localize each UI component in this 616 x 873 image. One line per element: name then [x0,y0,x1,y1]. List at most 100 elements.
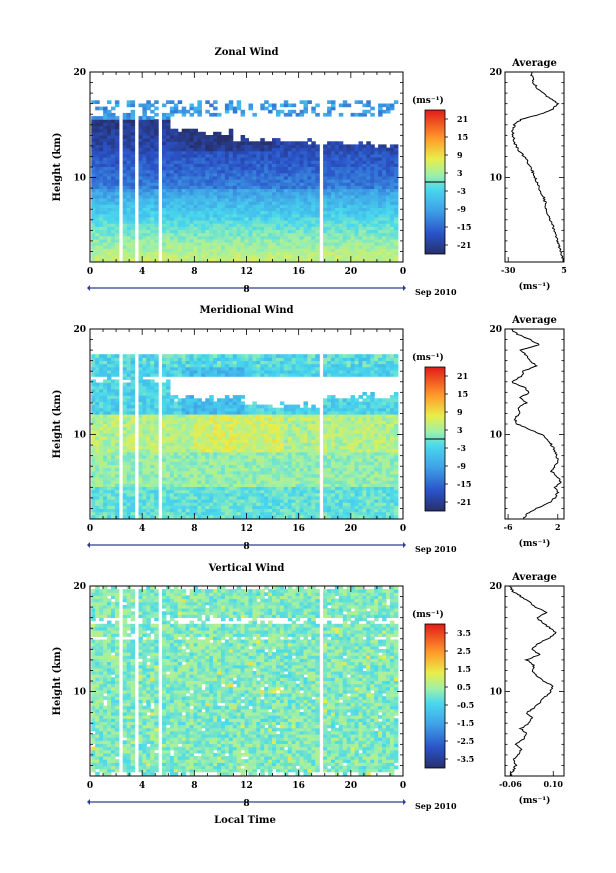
profile-line [511,72,565,263]
colorbar [424,623,446,769]
profile-x-tick-label: -6 [504,522,513,532]
x-tick-label: 4 [139,267,145,277]
x-tick-label: 0 [400,524,406,534]
colorbar-tick-label: -15 [457,479,471,489]
day-axis-right-cap [403,799,406,805]
y-tick-label: 10 [73,174,86,184]
colorbar-tick-label: -0.5 [457,700,474,710]
x-tick-label: 8 [191,781,197,791]
day-axis-right-cap [403,285,406,291]
heatmap-cells [91,354,399,519]
colorbar-tick-label: 1.5 [457,664,471,674]
colorbar-tick-label: -21 [457,497,471,507]
profile-y-tick-label: 20 [489,325,502,335]
x-tick-label: 4 [139,781,145,791]
colorbar-tick-label: -9 [457,204,466,214]
profile-frame [504,585,565,777]
colorbar-tick-label: -1.5 [457,718,474,728]
profile-x-label: (ms⁻¹) [519,795,551,806]
colorbar-tick-label: 3 [457,425,463,435]
x-tick-label: 4 [139,524,145,534]
y-tick-label: 20 [73,325,86,335]
profile-x-tick-label: -30 [501,265,516,275]
date-label: Sep 2010 [415,801,457,811]
profile-line [511,328,562,520]
profile-y-tick-label: 10 [489,174,502,184]
profile-line [509,585,557,777]
panel-vertical-wind: 0 4 8 12 16 20 0 8 Sep 2010 10 20 Height (km) Vertic… [52,563,565,811]
panel-title: Meridional Wind [199,305,293,316]
colorbar-tick-label: -21 [457,240,471,250]
x-tick-label: 12 [240,524,253,534]
x-tick-label: 16 [292,524,305,534]
colorbar-unit: (ms⁻¹) [412,609,444,620]
panel-meridional-wind: 0 4 8 12 16 20 0 8 Sep 2010 10 20 Height (km) Meridi… [52,305,565,554]
day-axis-right-cap [403,542,406,548]
colorbar-tick-label: 21 [457,114,468,124]
x-tick-label: 8 [191,267,197,277]
day-label: 8 [243,542,249,552]
y-axis-label: Height (km) [52,390,63,459]
x-tick-label: 0 [400,267,406,277]
date-label: Sep 2010 [415,544,457,554]
colorbar-tick-label: 9 [457,407,463,417]
day-axis-left-cap [87,799,90,805]
profile-y-tick-label: 20 [489,582,502,592]
panel-title: Vertical Wind [208,563,285,574]
day-label: 8 [243,799,249,809]
x-tick-label: 0 [87,781,93,791]
y-tick-label: 20 [73,68,86,78]
profile-x-label: (ms⁻¹) [519,281,551,292]
profile-frame [504,328,565,520]
x-tick-label: 20 [345,781,358,791]
x-tick-label: 12 [240,781,253,791]
y-axis-label: Height (km) [52,647,63,716]
y-tick-label: 10 [73,431,86,441]
heatmap-cells [91,586,399,776]
date-label: Sep 2010 [415,287,457,297]
profile-title: Average [511,58,557,69]
y-axis-label: Height (km) [52,133,63,202]
x-tick-label: 0 [87,267,93,277]
colorbar-tick-label: -3 [457,443,466,453]
y-tick-label: 20 [73,582,86,592]
x-tick-label: 0 [400,781,406,791]
profile-x-tick-label: 5 [561,265,567,275]
colorbar-tick-label: -2.5 [457,736,474,746]
y-tick-label: 10 [73,688,86,698]
x-tick-label: 12 [240,267,253,277]
profile-x-label: (ms⁻¹) [519,538,551,549]
profile-x-tick-label: 0.10 [544,779,564,789]
colorbar-tick-label: -15 [457,222,471,232]
colorbar-tick-label: 9 [457,150,463,160]
x-tick-label: 16 [292,267,305,277]
colorbar-unit: (ms⁻¹) [412,95,444,106]
x-tick-label: 20 [345,267,358,277]
x-tick-label: 8 [191,524,197,534]
profile-x-tick-label: 2 [555,522,561,532]
profile-y-tick-label: 10 [489,431,502,441]
x-tick-label: 16 [292,781,305,791]
colorbar-tick-label: -3 [457,186,466,196]
profile-y-tick-label: 10 [489,688,502,698]
day-axis-left-cap [87,285,90,291]
colorbar-tick-label: -3.5 [457,754,474,764]
colorbar-unit: (ms⁻¹) [412,352,444,363]
colorbar-tick-label: 3 [457,168,463,178]
x-tick-label: 20 [345,524,358,534]
colorbar-tick-label: 15 [457,389,468,399]
day-label: 8 [243,285,249,295]
profile-title: Average [511,572,557,583]
colorbar-tick-label: 15 [457,132,468,142]
colorbar-tick-label: 0.5 [457,682,471,692]
day-axis-left-cap [87,542,90,548]
profile-title: Average [511,315,557,326]
heatmap-cells [91,100,399,262]
x-axis-label: Local Time [214,815,276,826]
colorbar-tick-label: 3.5 [457,628,471,638]
colorbar-tick-label: -9 [457,461,466,471]
colorbar-tick-label: 21 [457,371,468,381]
panel-title: Zonal Wind [214,47,278,58]
x-tick-label: 0 [87,524,93,534]
